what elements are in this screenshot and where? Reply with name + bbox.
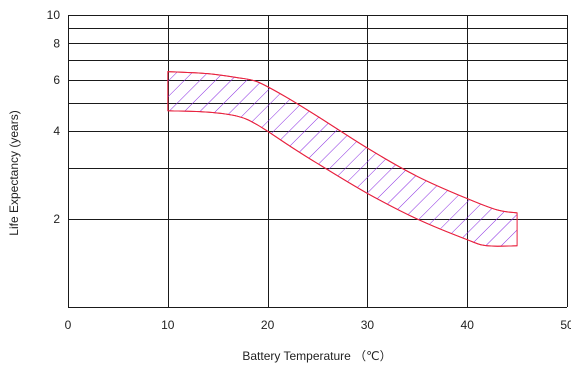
x-tick-label-20: 20 xyxy=(261,318,275,332)
x-tick-label-30: 30 xyxy=(361,318,375,332)
y-tick-label-10: 10 xyxy=(47,8,61,22)
y-tick-label-8: 8 xyxy=(53,36,60,50)
band-layer xyxy=(167,71,518,247)
upper-curve xyxy=(167,71,518,214)
y-tick-label-4: 4 xyxy=(53,124,60,138)
life-expectancy-band xyxy=(167,71,518,247)
y-axis-label: Life Expectancy (years) xyxy=(7,110,21,235)
x-tick-label-50: 50 xyxy=(560,318,571,332)
x-tick-label-40: 40 xyxy=(461,318,475,332)
x-tick-label-0: 0 xyxy=(65,318,72,332)
x-axis-label: Battery Temperature （℃） xyxy=(242,349,391,363)
y-tick-label-2: 2 xyxy=(53,212,60,226)
lower-curve xyxy=(167,110,518,247)
y-tick-label-6: 6 xyxy=(53,73,60,87)
x-tick-label-10: 10 xyxy=(161,318,175,332)
tick-labels: 0 10 20 30 40 50 2 4 6 8 10 xyxy=(47,8,571,332)
